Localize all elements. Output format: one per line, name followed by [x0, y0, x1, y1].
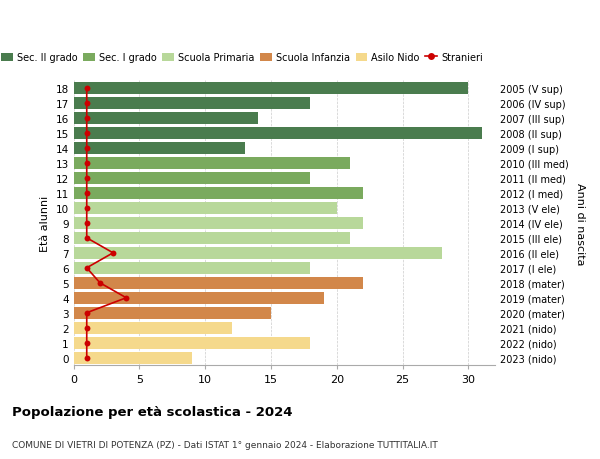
Point: [82, 100, 92, 107]
Point: [82, 220, 92, 227]
Bar: [74, 98, 310, 110]
Point: [82, 145, 92, 152]
Bar: [74, 173, 310, 185]
Bar: [74, 247, 442, 259]
Bar: [74, 292, 323, 304]
Bar: [74, 322, 232, 334]
Point: [82, 235, 92, 242]
Point: [82, 175, 92, 182]
Bar: [74, 307, 271, 319]
Bar: [74, 218, 363, 230]
Bar: [74, 277, 363, 289]
Bar: [74, 232, 350, 244]
Y-axis label: Età alunni: Età alunni: [40, 195, 50, 252]
Point: [82, 309, 92, 317]
Y-axis label: Anni di nascita: Anni di nascita: [575, 182, 585, 264]
Text: Popolazione per età scolastica - 2024: Popolazione per età scolastica - 2024: [12, 405, 293, 419]
Point: [82, 354, 92, 362]
Bar: [74, 157, 350, 169]
Bar: [74, 187, 363, 199]
Point: [82, 115, 92, 123]
Bar: [74, 128, 482, 140]
Point: [82, 130, 92, 137]
Legend: Sec. II grado, Sec. I grado, Scuola Primaria, Scuola Infanzia, Asilo Nido, Stran: Sec. II grado, Sec. I grado, Scuola Prim…: [0, 49, 487, 67]
Bar: [74, 262, 310, 274]
Point: [82, 339, 92, 347]
Point: [82, 205, 92, 212]
Bar: [74, 352, 192, 364]
Point: [82, 190, 92, 197]
Bar: [74, 202, 337, 214]
Bar: [74, 337, 310, 349]
Point: [82, 264, 92, 272]
Point: [82, 325, 92, 332]
Bar: [74, 143, 245, 155]
Point: [95, 280, 104, 287]
Point: [82, 160, 92, 167]
Point: [108, 250, 118, 257]
Bar: [74, 83, 469, 95]
Text: COMUNE DI VIETRI DI POTENZA (PZ) - Dati ISTAT 1° gennaio 2024 - Elaborazione TUT: COMUNE DI VIETRI DI POTENZA (PZ) - Dati …: [12, 441, 438, 449]
Bar: [74, 113, 258, 125]
Point: [82, 85, 92, 92]
Point: [121, 294, 131, 302]
